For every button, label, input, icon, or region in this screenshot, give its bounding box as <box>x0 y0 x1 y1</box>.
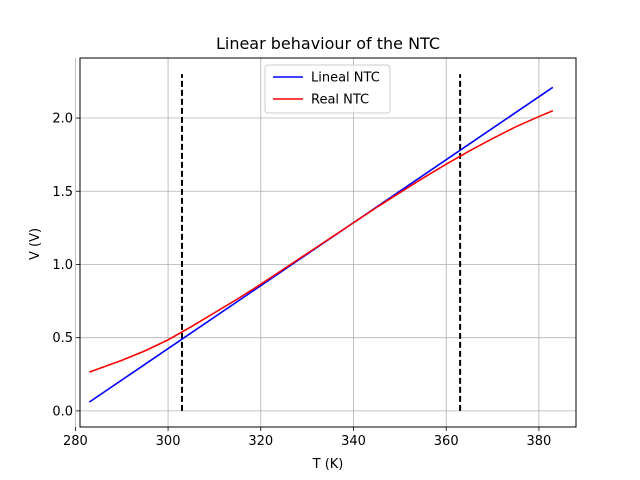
x-tick-label: 320 <box>248 434 273 449</box>
series-group <box>88 86 554 403</box>
x-tick-label: 380 <box>527 434 552 449</box>
legend-label: Lineal NTC <box>311 71 380 86</box>
ticks: 280 300 320 340 360 380 0.0 0.5 1.0 1.5 2.0 <box>52 112 551 449</box>
y-tick-label: 0.0 <box>52 404 73 419</box>
axes-frame <box>79 57 577 428</box>
legend: Lineal NTC Real NTC <box>264 64 391 114</box>
x-axis-label: T (K) <box>312 457 344 472</box>
y-tick-label: 0.5 <box>52 331 73 346</box>
y-tick-label: 1.0 <box>52 258 73 273</box>
x-tick-label: 340 <box>341 434 366 449</box>
x-tick-label: 280 <box>63 434 88 449</box>
y-axis-label: V (V) <box>28 228 43 260</box>
chart-title: Linear behaviour of the NTC <box>216 34 440 53</box>
series-line-2 <box>88 109 554 373</box>
y-tick-label: 2.0 <box>52 112 73 127</box>
x-tick-label: 300 <box>156 434 181 449</box>
vertical-markers <box>180 74 462 411</box>
y-tick-label: 1.5 <box>52 185 73 200</box>
x-tick-label: 360 <box>434 434 459 449</box>
grid <box>74 58 576 427</box>
legend-label: Real NTC <box>311 93 369 108</box>
